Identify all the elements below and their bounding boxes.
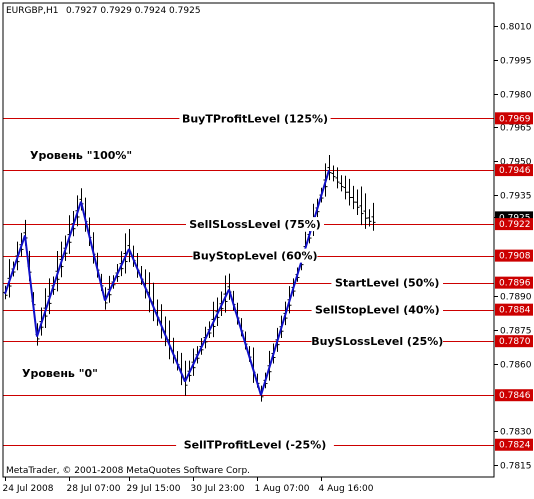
y-tick-label: 0.7995: [500, 57, 532, 67]
y-axis: 0.8010 0.7995 0.7980 0.7965 0.7950 0.7935 0.78…: [494, 23, 533, 472]
level-price-badge: [495, 389, 533, 402]
level-price-badge: [495, 276, 533, 289]
zigzag-segment: [80, 201, 106, 301]
x-axis: 24 Jul 2008 28 Jul 07:00 29 Jul 15:00 30 Ju…: [3, 477, 374, 494]
y-tick-label: 0.8010: [500, 23, 532, 33]
y-tick-label: 0.7830: [500, 428, 532, 438]
level-price-label: 0.7908: [499, 252, 531, 262]
level-price-label: 0.7824: [499, 441, 531, 451]
level-label: BuyStopLevel (60%): [192, 250, 317, 263]
level-price-badge: [495, 249, 533, 262]
level-price-badge: [495, 164, 533, 177]
level-label-bg: [331, 275, 443, 290]
x-tick-label: 4 Aug 16:00: [319, 484, 374, 494]
level-label: SellSLossLevel (75%): [189, 218, 321, 231]
level-label-bg: [311, 302, 443, 317]
y-tick-label: 0.7815: [500, 462, 532, 472]
level-label-bg: [186, 217, 324, 232]
zigzag-segment: [4, 235, 26, 295]
annotations: Уровень "100%" Уровень "0": [22, 149, 132, 380]
annotation-0: Уровень "0": [22, 367, 98, 380]
y-tick-label: 0.7890: [500, 293, 532, 303]
zigzag-segment: [36, 201, 82, 337]
level-price-label: 0.7846: [499, 391, 531, 401]
copyright-label: MetaTrader, © 2001-2008 MetaQuotes Softw…: [6, 466, 250, 476]
level-price-label: 0.7969: [499, 114, 531, 124]
level-label: StartLevel (50%): [335, 277, 439, 290]
level-label-bg: [176, 437, 334, 452]
level-label-bg: [192, 248, 318, 263]
level-label: SellStopLevel (40%): [315, 304, 440, 317]
level-label-bg: [179, 111, 331, 126]
level-price-badge: [495, 438, 533, 451]
x-tick-label: 30 Jul 23:00: [191, 484, 245, 494]
level-price-badge: [495, 303, 533, 316]
y-tick-label: 0.7980: [500, 91, 532, 101]
level-price-badge: [495, 218, 533, 231]
y-tick-label: 0.7860: [500, 361, 532, 371]
y-tick-label: 0.7965: [500, 124, 532, 134]
level-price-label: 0.7884: [499, 306, 531, 316]
plot-frame: [2, 2, 495, 478]
level-price-label: 0.7870: [499, 337, 531, 347]
x-tick-label: 1 Aug 07:00: [255, 484, 310, 494]
annotation-100: Уровень "100%": [30, 149, 132, 162]
zigzag-segment: [260, 169, 330, 396]
zigzag-lines: [4, 169, 330, 396]
zigzag-segment: [104, 248, 130, 302]
level-labels: BuyTProfitLevel (125%) SellSLossLevel (75…: [176, 111, 443, 452]
y-tick-label: 0.7935: [500, 192, 532, 202]
level-price-label: 0.7946: [499, 166, 531, 176]
level-price-label: 0.7922: [499, 220, 531, 230]
x-tick-label: 24 Jul 2008: [3, 484, 54, 494]
zigzag-segment: [24, 235, 38, 337]
level-label: SellTProfitLevel (-25%): [184, 439, 327, 452]
y-tick-label: 0.7875: [500, 327, 532, 337]
zigzag-segment: [228, 289, 262, 396]
zigzag-segment: [128, 248, 186, 383]
x-tick-label: 29 Jul 15:00: [127, 484, 181, 494]
symbol-label: EURGBP,H1: [6, 6, 58, 16]
level-price-label: 0.7896: [499, 279, 531, 289]
zigzag-segment: [184, 288, 230, 383]
level-price-badge: [495, 335, 533, 348]
y-tick-label: 0.7950: [500, 158, 532, 168]
x-tick-label: 28 Jul 07:00: [67, 484, 121, 494]
level-price-badge: [495, 112, 533, 125]
level-label-bg: [311, 334, 443, 349]
level-label: BuyTProfitLevel (125%): [182, 112, 328, 125]
ohlc-values: 0.7927 0.7929 0.7924 0.7925: [66, 6, 201, 16]
level-label: BuySLossLevel (25%): [311, 335, 443, 348]
